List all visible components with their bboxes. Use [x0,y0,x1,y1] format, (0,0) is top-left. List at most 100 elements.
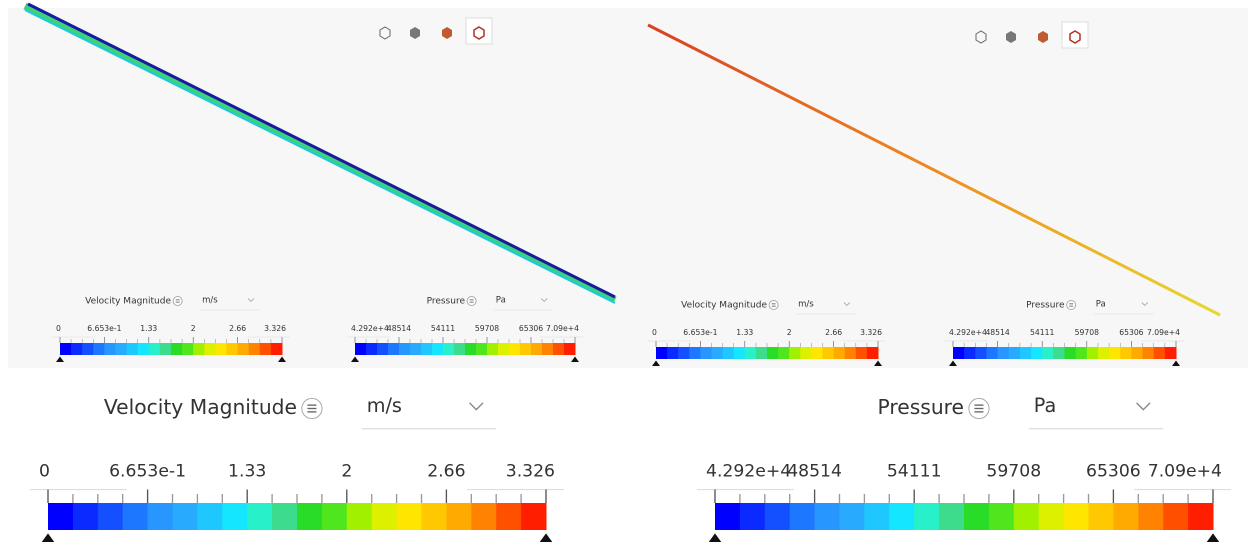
unit-select[interactable]: m/s [202,296,218,306]
colorbar-segment [73,503,98,530]
colorbar-segment [840,503,865,530]
colorbar-segment [1020,347,1032,359]
tick-label: 3.326 [264,324,286,333]
legend-title: Pressure [427,297,466,307]
colorbar-segment [1143,347,1155,359]
legend-title: Velocity Magnitude [681,301,767,311]
colorbar-segment [399,343,411,355]
range-handle[interactable] [537,533,555,542]
colorbar-segment [322,503,347,530]
colorbar-segment [740,503,765,530]
colorbar-segment [864,503,889,530]
tick-label: 6.653e-1 [683,328,717,337]
tick-label: 3.326 [860,328,882,337]
colorbar-segment [1113,503,1138,530]
tick-label: 59708 [986,462,1041,482]
colorbar-segment [1087,347,1099,359]
tick-label: 4.292e+4 [706,462,791,482]
range-handle[interactable] [39,533,57,542]
unit-select[interactable]: m/s [367,394,402,417]
colorbar-segment [297,503,322,530]
unit-select[interactable]: Pa [1096,300,1106,310]
colorbar-segment [531,343,543,355]
colorbar-segment [1053,347,1065,359]
colorbar-segment [48,503,73,530]
colorbar-segment [1014,503,1039,530]
colorbar-segment [953,347,965,359]
tick-label: 7.09e+4 [1148,462,1222,482]
colorbar-segment [715,503,740,530]
colorbar-segment [377,343,389,355]
tick-label: 0 [652,328,657,337]
colorbar-segment [1039,503,1064,530]
viewport-left [8,8,615,368]
colorbar-segment [1165,347,1177,359]
dropdown-chevron[interactable] [470,403,484,410]
colorbar-segment [1042,347,1054,359]
colorbar-segment [845,347,857,359]
unit-select[interactable]: m/s [798,300,814,310]
colorbar-segment [767,347,779,359]
colorbar-segment [498,343,510,355]
colorbar-segment [564,343,576,355]
legend-title: Pressure [878,395,964,419]
colorbar-segment [867,347,879,359]
colorbar-segment [372,503,397,530]
colorbar-segment [366,343,378,355]
toolbar-button[interactable] [1062,22,1088,48]
toolbar-button[interactable] [466,18,492,44]
range-handle[interactable] [706,533,724,542]
colorbar-segment [815,503,840,530]
colorbar-segment [520,343,532,355]
colorbar-segment [98,503,123,530]
colorbar-segment [521,503,546,530]
colorbar-segment [222,503,247,530]
colorbar-segment [1009,347,1021,359]
tick-label: 48514 [985,328,1009,337]
tick-label: 4.292e+4 [351,324,389,333]
colorbar-segment [989,503,1014,530]
colorbar-segment [422,503,447,530]
tick-label: 3.326 [506,462,555,482]
colorbar-segment [723,347,735,359]
tick-label: 2 [191,324,196,333]
unit-select[interactable]: Pa [496,296,506,306]
colorbar-segment [1065,347,1077,359]
colorbar-segment [1098,347,1110,359]
colorbar-segment [811,347,823,359]
colorbar-segment [249,343,261,355]
tick-label: 2 [787,328,792,337]
tick-label: 59708 [475,324,499,333]
tick-label: 54111 [1030,328,1054,337]
colorbar-segment [487,343,499,355]
range-handle[interactable] [1204,533,1222,542]
colorbar-segment [347,503,372,530]
colorbar-segment [1120,347,1132,359]
colorbar-segment [998,347,1010,359]
colorbar-segment [1163,503,1188,530]
colorbar-segment [986,347,998,359]
unit-select[interactable]: Pa [1034,394,1057,417]
tick-label: 48514 [787,462,842,482]
colorbar-segment [173,503,198,530]
colorbar-segment [678,347,690,359]
tick-label: 4.292e+4 [949,328,987,337]
colorbar-segment [149,343,161,355]
colorbar-segment [171,343,183,355]
colorbar-segment [260,343,272,355]
tick-label: 7.09e+4 [546,324,579,333]
colorbar-segment [138,343,150,355]
colorbar-segment [1154,347,1166,359]
tick-label: 7.09e+4 [1147,328,1180,337]
colorbar-segment [778,347,790,359]
colorbar-segment [800,347,812,359]
colorbar-segment [443,343,455,355]
colorbar-segment [238,343,250,355]
colorbar-segment [964,347,976,359]
colorbar-segment [215,343,227,355]
colorbar-segment [1064,503,1089,530]
colorbar-segment [745,347,757,359]
tick-label: 6.653e-1 [109,462,186,482]
colorbar-segment [355,343,367,355]
dropdown-chevron[interactable] [1137,403,1151,410]
